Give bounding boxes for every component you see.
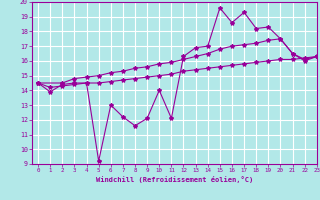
X-axis label: Windchill (Refroidissement éolien,°C): Windchill (Refroidissement éolien,°C) — [96, 176, 253, 183]
